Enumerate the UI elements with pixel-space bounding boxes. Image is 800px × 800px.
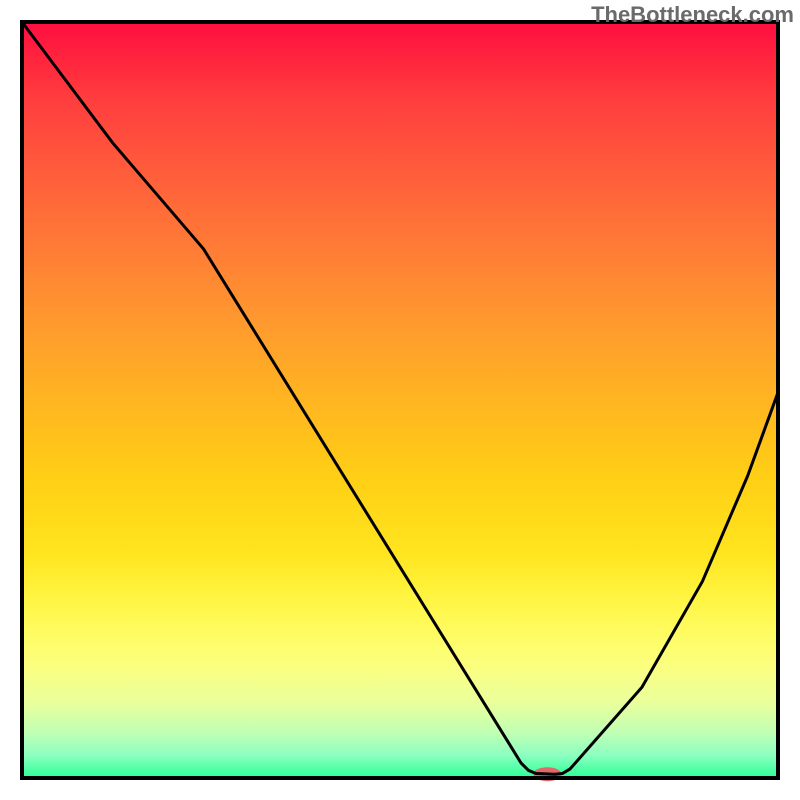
chart-background: [22, 22, 778, 778]
watermark-text: TheBottleneck.com: [591, 2, 794, 28]
bottleneck-chart: [0, 0, 800, 800]
chart-container: TheBottleneck.com: [0, 0, 800, 800]
